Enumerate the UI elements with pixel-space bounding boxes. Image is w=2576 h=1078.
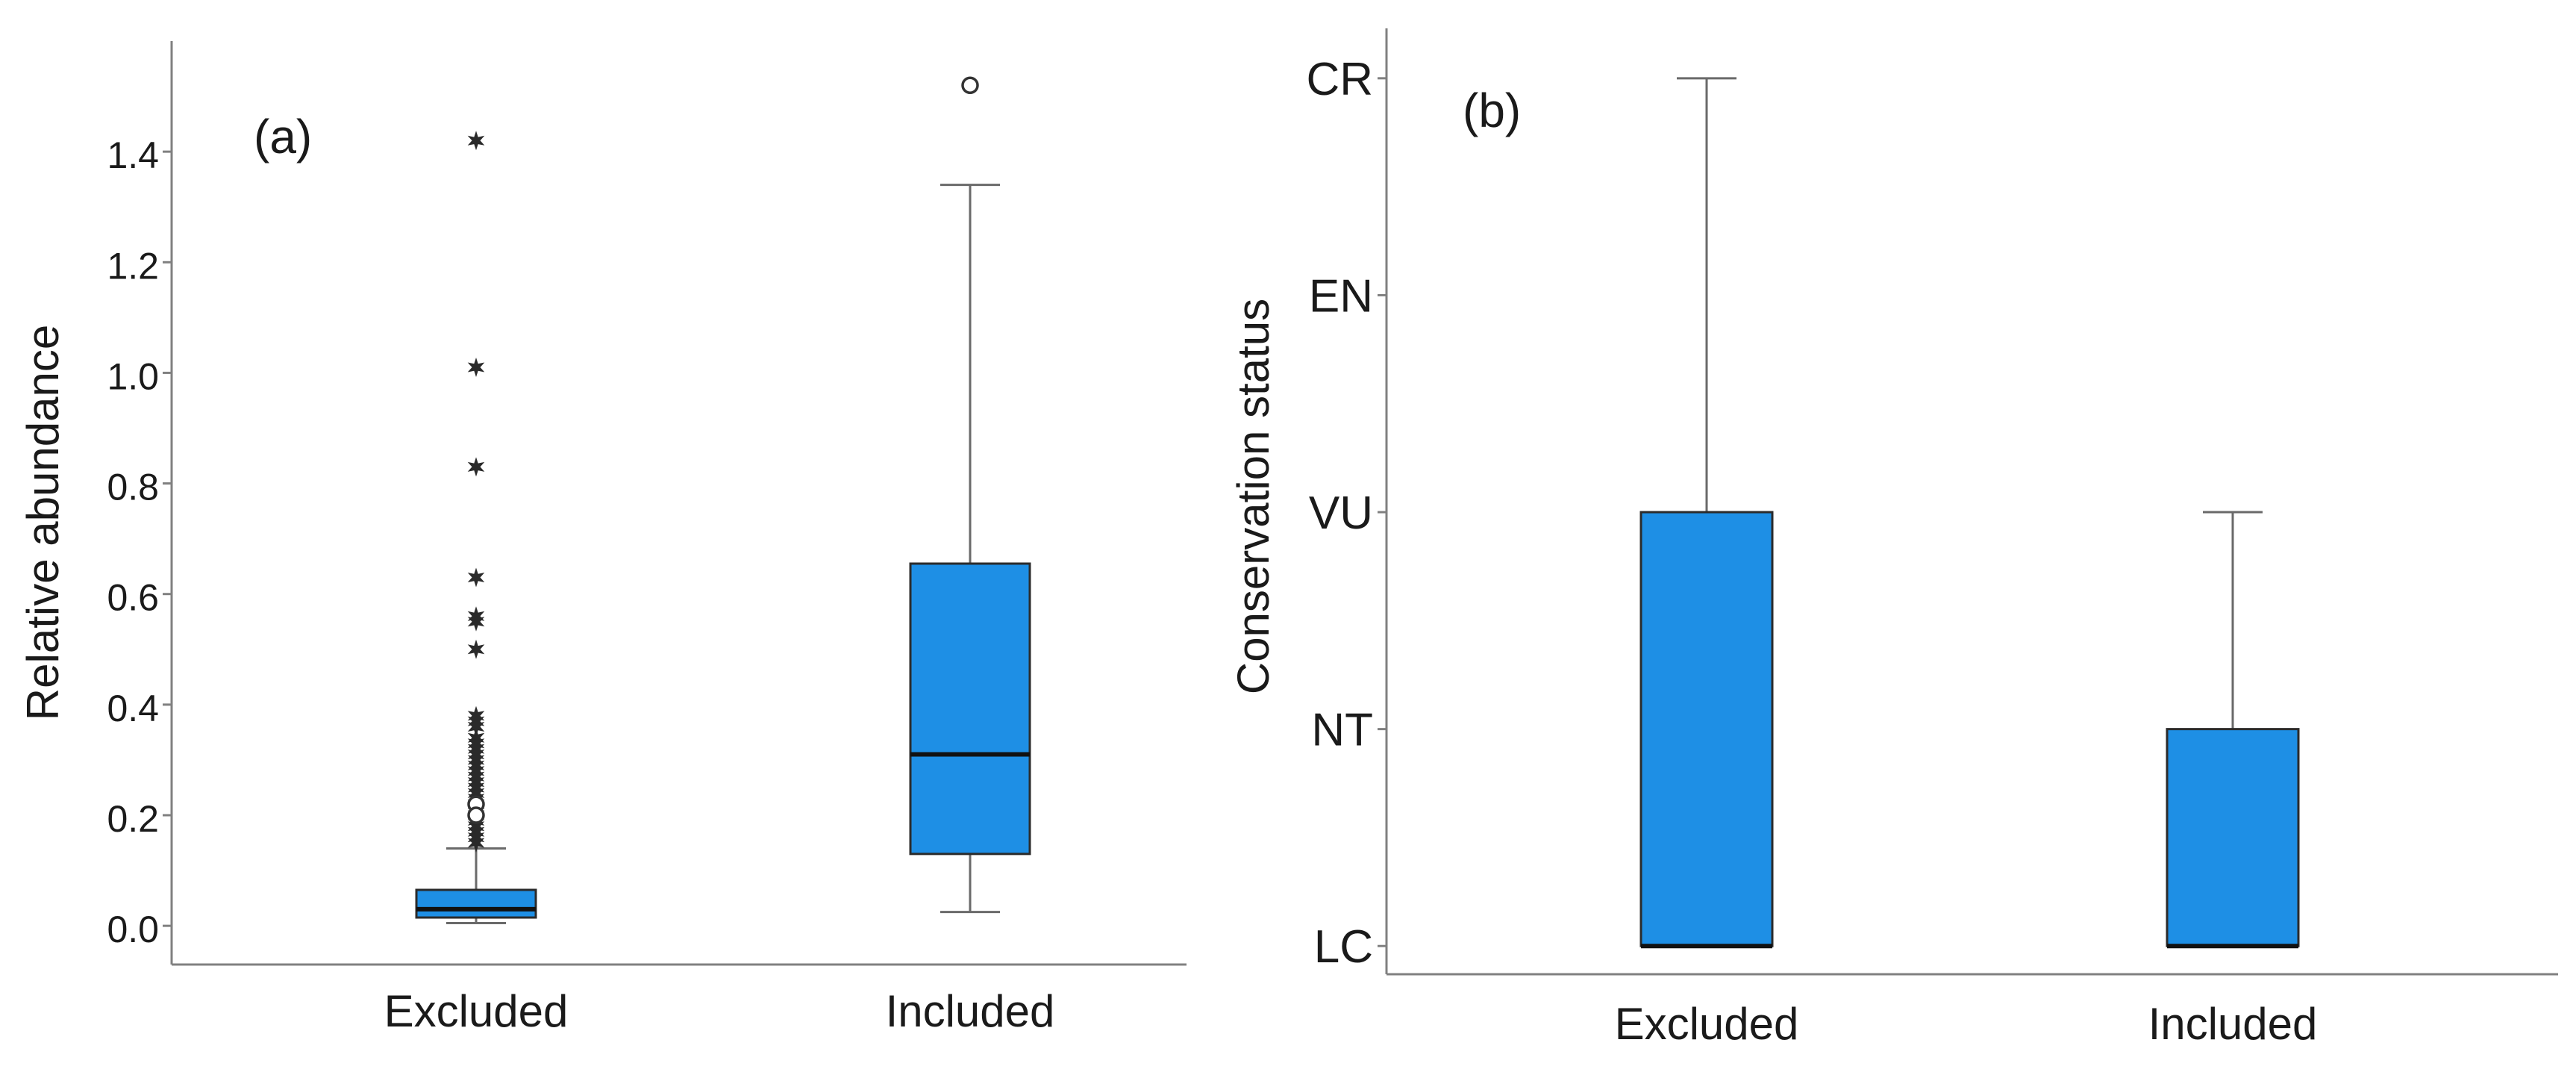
panel-a-y-tick-label-2: 0.4 <box>107 688 159 729</box>
panel-b-category-excluded: Excluded <box>1615 999 1799 1049</box>
panel-a-label: (a) <box>254 110 312 163</box>
panel-b-included-box <box>2166 728 2300 947</box>
panel-a-category-excluded: Excluded <box>384 986 569 1036</box>
panel-a-boxes <box>415 76 1031 924</box>
panel-a-excluded-extreme-outlier-6 <box>467 639 485 659</box>
panel-a-excluded-extreme-outlier-3 <box>467 567 485 588</box>
panel-a-category-included: Included <box>886 986 1055 1036</box>
panel-a-excluded-extreme-outlier-2 <box>467 457 485 477</box>
panel-b-y-ticks: LC NT VU EN CR <box>1306 54 1387 973</box>
panel-a-y-tick-label-7: 1.4 <box>107 134 159 176</box>
panel-a-excluded-extreme-outlier-9 <box>467 717 485 737</box>
panel-b-excluded-box <box>1639 511 1774 947</box>
panel-b-y-tick-label-0: LC <box>1314 921 1373 973</box>
panel-a-y-tick-label-1: 0.2 <box>107 798 159 840</box>
panel-a-excluded-outlier-1 <box>467 806 485 824</box>
panel-b-y-axis-title: Conservation status <box>1228 299 1278 694</box>
panel-a-y-tick-label-5: 1.0 <box>107 355 159 397</box>
panel-a-y-tick-label-4: 0.8 <box>107 467 159 508</box>
panel-a-y-tick-label-0: 0.0 <box>107 909 159 950</box>
panel-a-excluded-extreme-outlier-0 <box>467 131 485 151</box>
panel-a-y-tick-label-3: 0.6 <box>107 577 159 619</box>
panel-b-label: (b) <box>1463 84 1521 137</box>
panel-b-y-tick-label-4: CR <box>1306 54 1373 105</box>
panel-a-included-outlier-0 <box>961 76 979 95</box>
panel-a-excluded-extreme-outlier-5 <box>467 611 485 632</box>
panel-a-y-ticks: 0.0 0.2 0.4 0.6 0.8 1.0 1.2 1.4 <box>107 134 172 950</box>
panel-a-included-box <box>909 562 1031 856</box>
panel-a-excluded-box <box>415 888 537 919</box>
panel-a-y-axis-title: Relative abundance <box>18 325 68 720</box>
panel-b: (b) Conservation status LC NT VU EN CR Exclu… <box>1228 28 2558 1049</box>
panel-a-excluded-extreme-outlier-29 <box>467 833 485 853</box>
panel-b-y-tick-label-1: NT <box>1311 705 1373 756</box>
panel-b-category-included: Included <box>2148 999 2318 1049</box>
panel-b-y-tick-label-3: EN <box>1309 270 1373 322</box>
panel-a-y-tick-label-6: 1.2 <box>107 245 159 287</box>
panel-b-boxes <box>1639 77 2300 949</box>
panel-a: (a) Relative abundance 0.0 0.2 0.4 0.6 0.8 1.… <box>18 41 1187 1036</box>
panel-b-y-tick-label-2: VU <box>1309 487 1373 539</box>
panel-a-excluded-extreme-outlier-1 <box>467 358 485 377</box>
